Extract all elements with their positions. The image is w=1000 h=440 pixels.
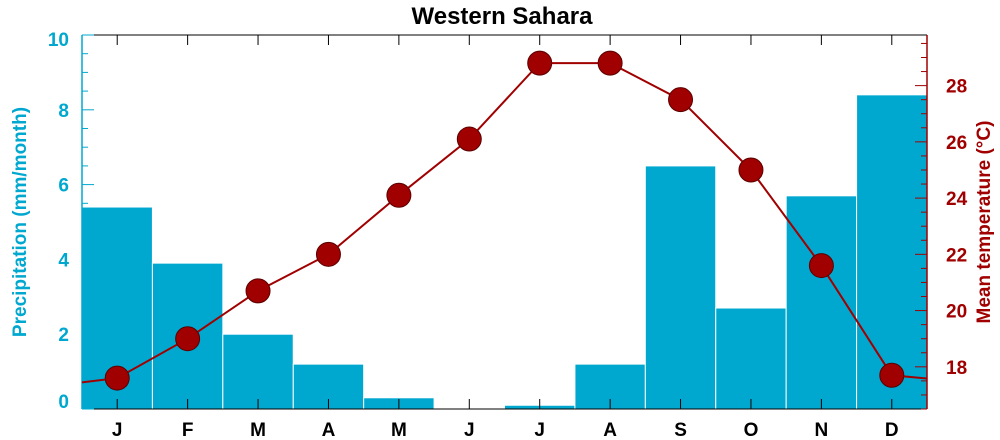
- precipitation-bars: [81, 94, 928, 410]
- right-tick-label: 24: [946, 189, 968, 210]
- right-tick-label: 18: [946, 358, 967, 379]
- month-label: A: [603, 420, 617, 440]
- left-tick-label: 8: [58, 101, 69, 122]
- month-label: N: [815, 420, 829, 440]
- precip-bar-12: [856, 94, 928, 410]
- temperature-line: [81, 50, 928, 391]
- month-label: S: [674, 420, 687, 440]
- month-label: M: [391, 420, 407, 440]
- right-tick-label: 28: [946, 77, 967, 98]
- left-tick-label: 10: [48, 30, 69, 51]
- right-tick-label: 20: [946, 302, 967, 323]
- precip-bar-4: [292, 363, 365, 410]
- left-tick-label: 6: [58, 176, 69, 197]
- temp-point-11: [808, 253, 834, 279]
- chart-title: Western Sahara: [412, 3, 594, 30]
- right-axis: 18 20 22 24 26 28: [915, 35, 968, 410]
- temp-point-9: [668, 87, 694, 113]
- plot-frame: [82, 34, 927, 410]
- y-axis-label-left: Precipitation (mm/month): [10, 107, 31, 337]
- month-label: D: [885, 420, 899, 440]
- temp-point-7: [527, 50, 553, 76]
- temp-point-12: [879, 362, 905, 388]
- temp-point-1: [104, 365, 130, 391]
- temp-point-2: [175, 326, 201, 352]
- precip-bar-3: [222, 333, 294, 410]
- month-label: O: [744, 420, 759, 440]
- precip-bar-10: [715, 307, 787, 410]
- temp-point-8: [597, 50, 623, 76]
- month-label: F: [182, 420, 194, 440]
- y-axis-label-right: Mean temperature (°C): [974, 121, 995, 324]
- right-tick-label: 22: [946, 245, 967, 266]
- temp-point-10: [738, 157, 764, 183]
- month-label: J: [112, 420, 123, 440]
- temperature-series-line: [81, 62, 928, 384]
- left-tick-label: 2: [58, 325, 69, 346]
- temp-point-4: [315, 241, 341, 267]
- temp-point-6: [456, 126, 482, 152]
- month-label: A: [322, 420, 336, 440]
- left-axis: 0 2 4 6 8 10: [48, 30, 94, 413]
- month-label: M: [250, 420, 266, 440]
- precip-bar-9: [644, 165, 717, 410]
- temp-point-5: [386, 182, 412, 208]
- right-tick-label: 26: [946, 133, 967, 154]
- left-tick-label: 4: [58, 250, 69, 271]
- temp-point-3: [245, 278, 271, 304]
- month-label: J: [464, 420, 475, 440]
- month-label: J: [534, 420, 545, 440]
- left-tick-label: 0: [58, 392, 69, 413]
